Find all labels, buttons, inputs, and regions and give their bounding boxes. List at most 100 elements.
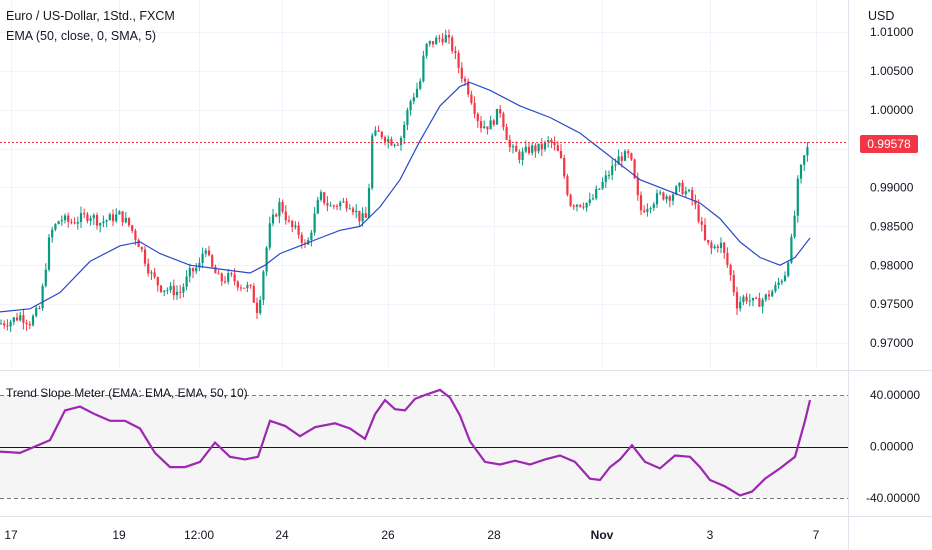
oscillator-axis[interactable]: 40.00000 0.00000 -40.00000	[866, 388, 920, 505]
candle-body	[275, 214, 278, 217]
candle-body	[67, 215, 70, 222]
candle-body	[620, 156, 623, 161]
candle-body	[495, 108, 499, 125]
candle-body	[639, 195, 643, 211]
candle-body	[124, 217, 127, 223]
candle-body	[793, 215, 796, 237]
candle-body	[611, 165, 614, 176]
candle-body	[95, 215, 99, 226]
candles	[0, 29, 809, 332]
candle-body	[515, 146, 518, 152]
candle-body	[412, 97, 415, 102]
candle-body	[499, 108, 502, 114]
candle-body	[579, 204, 582, 207]
candle-body	[361, 213, 364, 222]
candle-body	[687, 189, 691, 192]
candle-body	[51, 229, 54, 238]
candle-body	[409, 101, 412, 111]
candle-body	[508, 139, 511, 148]
candle-body	[767, 294, 771, 297]
candle-body	[716, 246, 719, 248]
candle-body	[441, 38, 444, 43]
candle-body	[342, 201, 345, 203]
candle-body	[105, 220, 108, 222]
candle-body	[435, 37, 438, 45]
candle-body	[627, 151, 630, 154]
price-tick-label: 0.98000	[870, 258, 914, 272]
candle-body	[310, 232, 313, 240]
candle-body	[636, 178, 639, 196]
trend-slope-line	[0, 388, 812, 497]
candle-body	[652, 204, 655, 208]
candle-body	[217, 273, 220, 275]
candle-body	[76, 221, 79, 224]
candle-body	[47, 237, 51, 270]
candle-body	[25, 322, 28, 325]
candle-body	[476, 113, 479, 122]
candle-body	[73, 222, 76, 224]
candle-body	[527, 146, 531, 153]
candle-body	[195, 267, 198, 272]
candle-body	[607, 175, 611, 177]
price-tick-label: 0.97000	[870, 336, 914, 350]
time-tick-label: 24	[275, 528, 289, 542]
candle-body	[140, 247, 143, 250]
candle-body	[262, 271, 265, 300]
candle-body	[799, 164, 803, 179]
candle-body	[659, 192, 662, 194]
candle-body	[729, 264, 732, 275]
candle-body	[236, 281, 239, 288]
price-tick-label: 1.00500	[870, 64, 914, 78]
candle-body	[172, 285, 175, 296]
oscillator-band	[0, 395, 848, 498]
currency-label: USD	[868, 9, 895, 23]
candle-body	[227, 273, 230, 282]
candle-body	[502, 113, 505, 128]
candle-body	[147, 263, 150, 274]
candle-body	[463, 78, 467, 82]
candle-body	[243, 287, 246, 289]
ema-line	[0, 81, 811, 313]
candle-body	[134, 230, 137, 240]
time-tick-label: 17	[4, 528, 18, 542]
price-tick-label: 1.01000	[870, 25, 914, 39]
candle-body	[127, 217, 131, 226]
candle-body	[403, 124, 406, 138]
candle-body	[9, 321, 12, 327]
candle-body	[249, 284, 252, 286]
candle-body	[534, 145, 537, 152]
candle-body	[467, 81, 470, 95]
candle-body	[396, 144, 399, 146]
candle-body	[12, 317, 15, 322]
candle-body	[537, 143, 540, 152]
candle-body	[604, 175, 607, 182]
candle-body	[726, 252, 729, 265]
candle-body	[230, 273, 233, 275]
candle-body	[566, 176, 569, 195]
candle-body	[351, 208, 355, 213]
candle-body	[60, 220, 63, 222]
candle-body	[646, 209, 649, 212]
candle-body	[54, 224, 57, 230]
candle-body	[780, 280, 783, 283]
price-axis[interactable]: 0.970000.975000.980000.985000.990000.995…	[870, 25, 914, 350]
candle-body	[585, 202, 588, 208]
candle-body	[38, 308, 41, 310]
candle-body	[188, 268, 191, 277]
candle-body	[505, 127, 508, 140]
candle-body	[774, 285, 777, 292]
candle-body	[761, 299, 764, 307]
candle-body	[108, 214, 111, 221]
time-axis[interactable]: 17 19 12:00 24 26 28 Nov 3 7	[4, 528, 819, 542]
candle-body	[278, 202, 281, 217]
candle-body	[83, 213, 86, 215]
candle-body	[742, 296, 745, 303]
candle-body	[300, 234, 303, 243]
candle-body	[92, 215, 95, 219]
candle-body	[479, 121, 483, 129]
candle-body	[319, 192, 323, 200]
candle-body	[204, 250, 207, 254]
candle-body	[259, 299, 262, 314]
candle-body	[191, 268, 195, 272]
